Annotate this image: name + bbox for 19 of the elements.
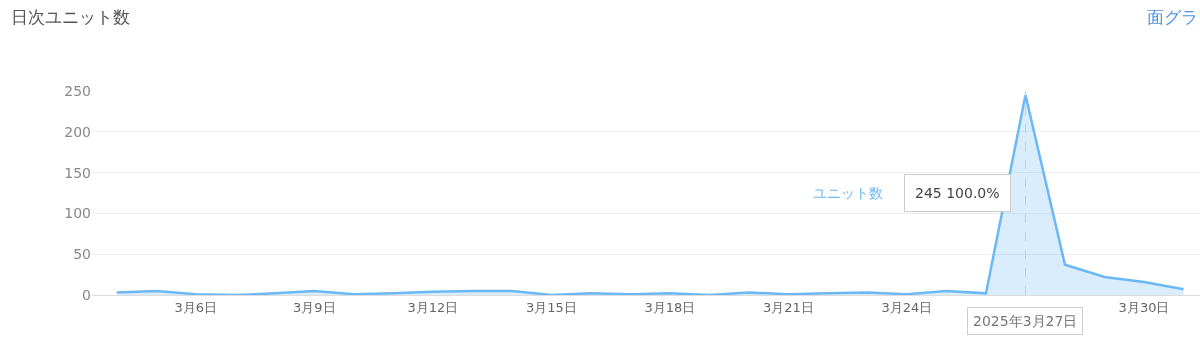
y-tick-label: 250 <box>64 82 91 99</box>
x-tick-label: 3月6日 <box>174 299 217 315</box>
y-tick-label: 200 <box>64 123 91 140</box>
annotation: 245 100.0% <box>915 185 1000 201</box>
text: ユニット数 <box>813 185 883 201</box>
y-tick-label: 0 <box>82 286 91 303</box>
x-tick-label: 3月18日 <box>644 299 696 315</box>
y-tick-label: 150 <box>64 164 91 181</box>
x-tick-label: 3月24日 <box>881 299 933 315</box>
x-tick-label: 3月9日 <box>292 299 336 315</box>
x-tick-label: 3月21日 <box>763 299 814 315</box>
x-tick-label: 3月15日 <box>525 299 577 315</box>
x-tick-label: 3月12日 <box>407 299 459 315</box>
ref-line-label: 2025年3月27日 <box>973 313 1078 329</box>
y-tick-label: 100 <box>64 205 91 222</box>
text: 面グラ <box>1147 7 1198 27</box>
x-tick-label: 3月30日 <box>1118 299 1170 315</box>
chart-title: 日次ユニット数 <box>11 7 130 27</box>
y-tick-label: 50 <box>73 246 91 263</box>
